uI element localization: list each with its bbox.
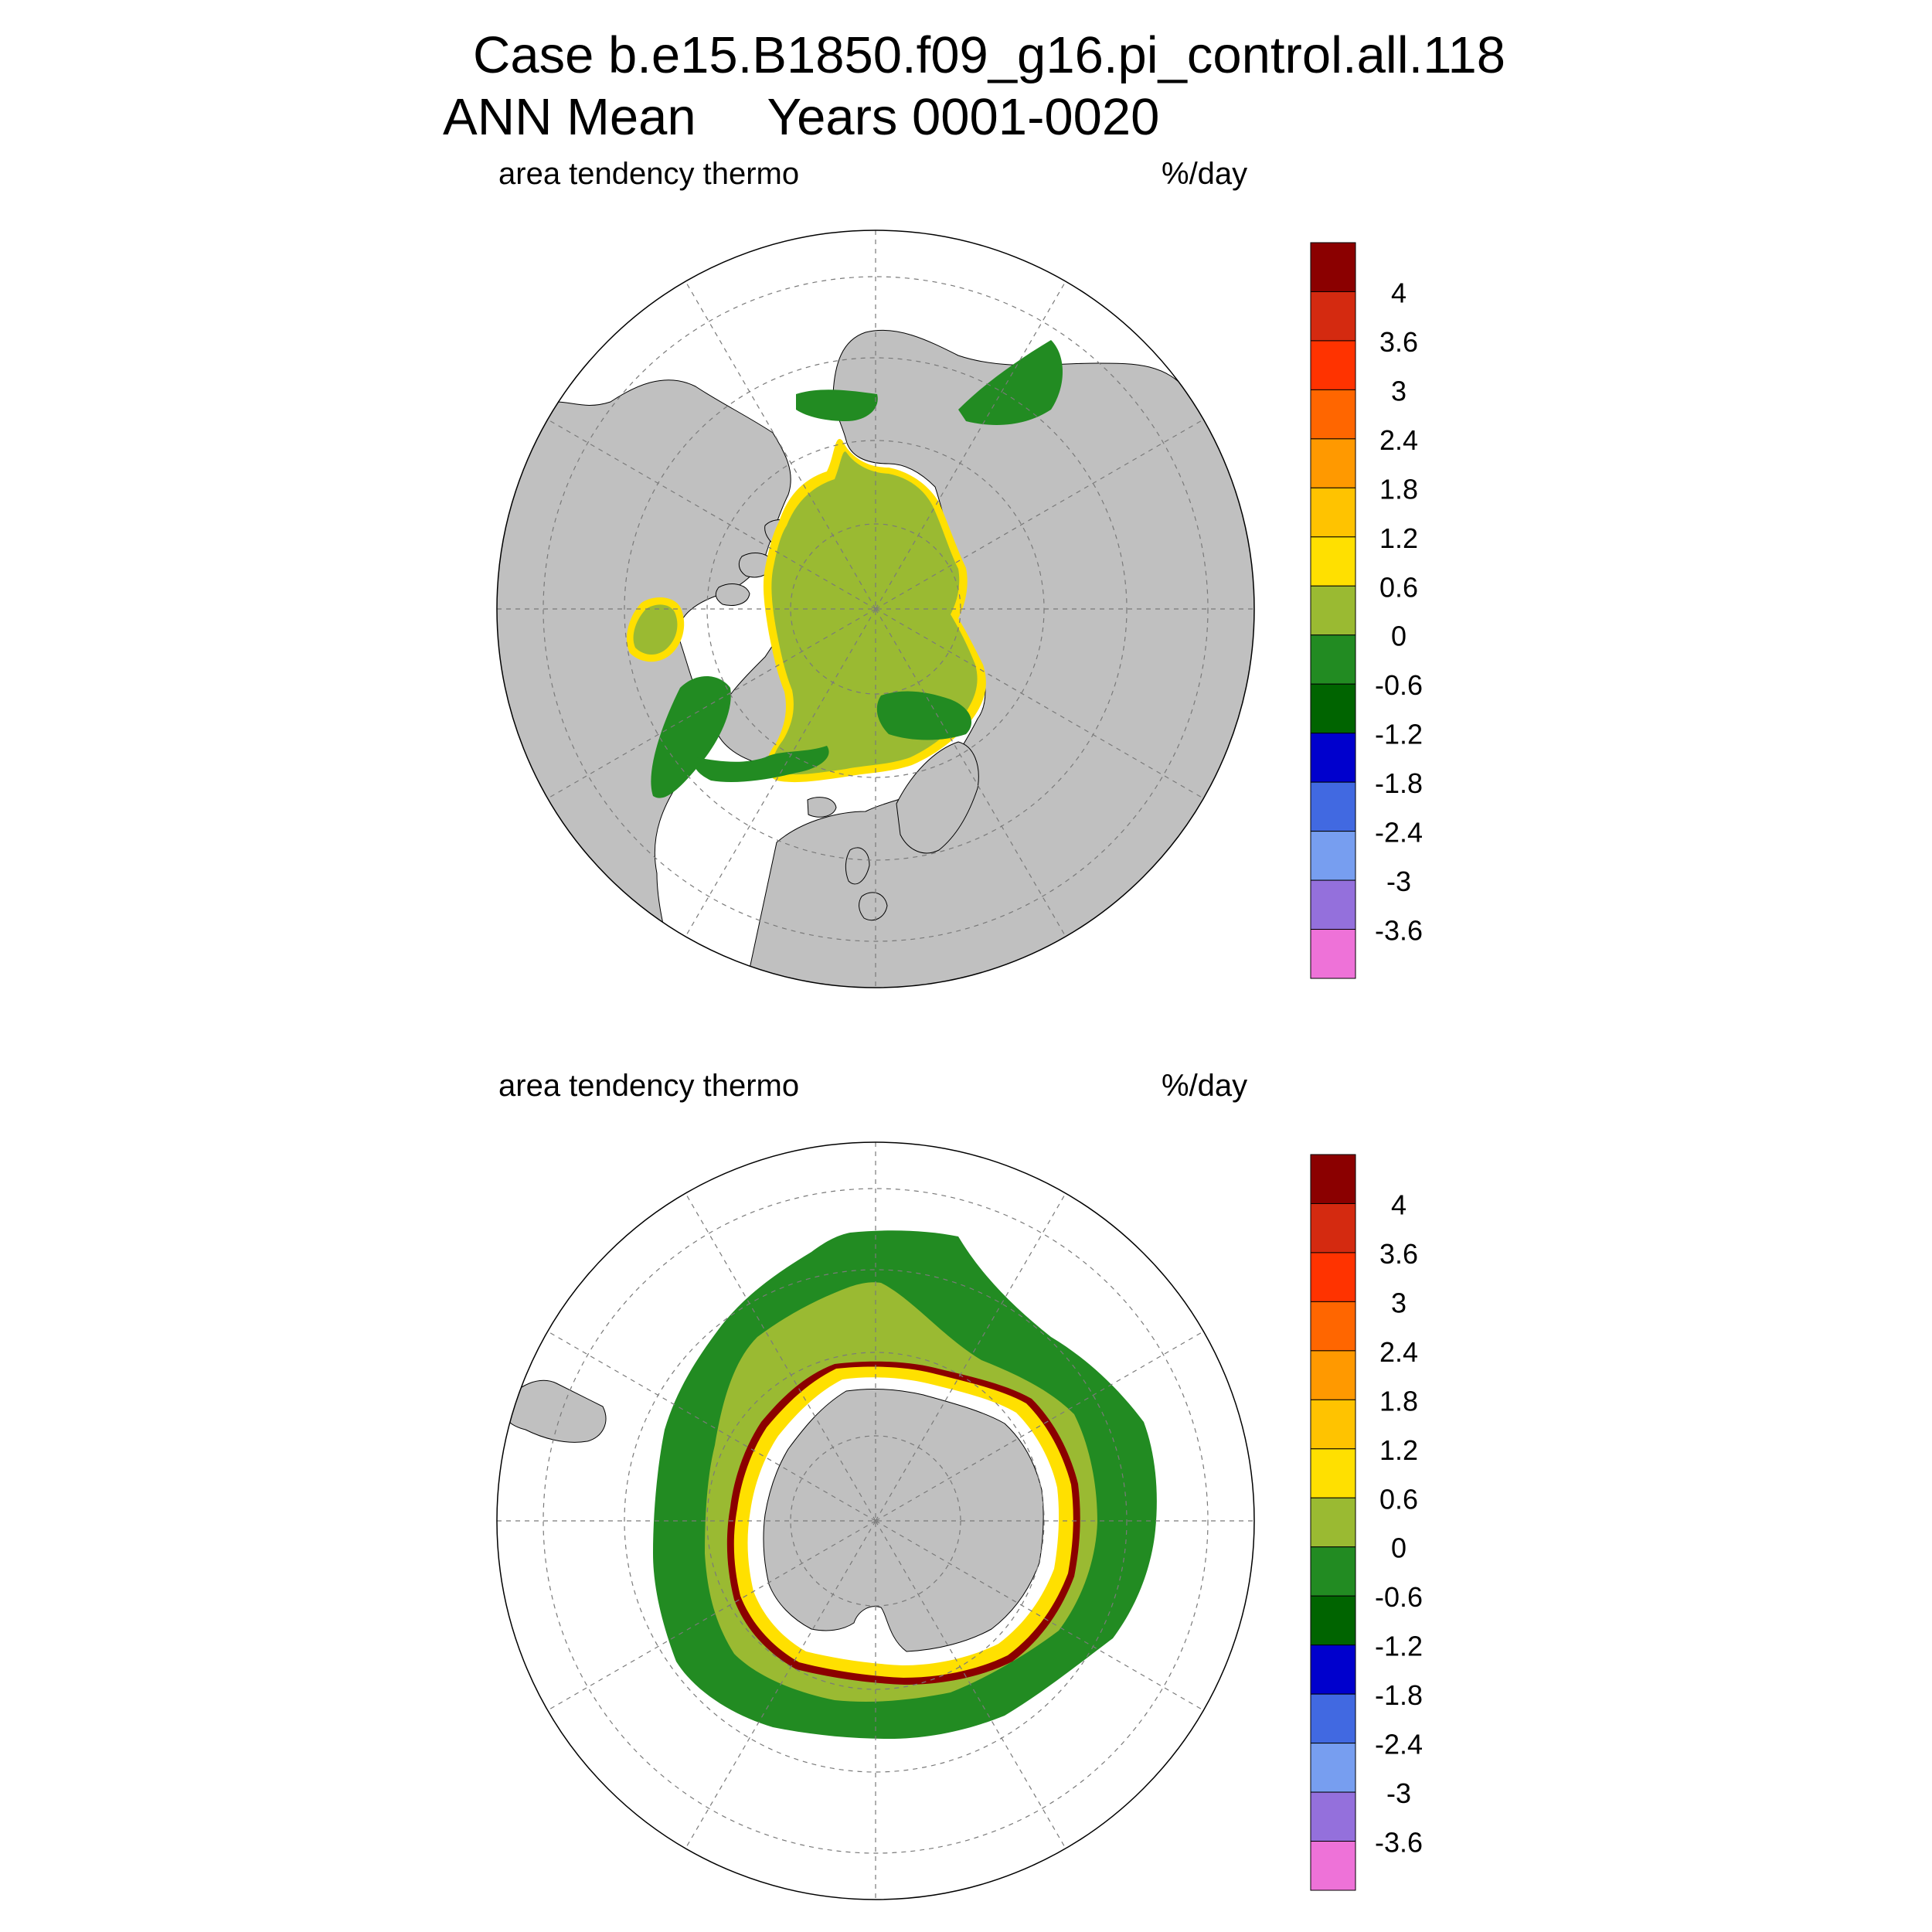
bottom-panel-units-label: %/day [1162, 1069, 1248, 1103]
south-graticule [497, 1142, 1254, 1900]
bottom-colorbar-tick-label: -3 [1386, 1777, 1411, 1809]
top-colorbar-box [1310, 831, 1356, 881]
bottom-colorbar: 4 3.6 3 2.4 1.8 1.2 0.6 0 -0.6 -1.2 -1.8 -2.4 -3 -3.6 [1310, 1154, 1423, 1891]
top-colorbar-box [1310, 389, 1356, 440]
top-colorbar-tick-label: -2.4 [1375, 817, 1423, 849]
bottom-colorbar-box [1310, 1301, 1356, 1352]
bottom-colorbar-box [1310, 1645, 1356, 1695]
top-colorbar-tick-label: -3 [1386, 866, 1411, 897]
bottom-colorbar-tick-label: 3 [1391, 1287, 1406, 1318]
bottom-colorbar-box [1310, 1252, 1356, 1302]
bottom-colorbar-tick-label: -3.6 [1375, 1827, 1423, 1859]
top-colorbar-tick-label: -3.6 [1375, 915, 1423, 947]
bottom-colorbar-tick-label: 3.6 [1379, 1238, 1418, 1270]
bottom-colorbar-box [1310, 1202, 1356, 1253]
bottom-colorbar-box [1310, 1154, 1356, 1204]
top-colorbar-tick-label: -1.8 [1375, 767, 1423, 799]
bottom-colorbar-tick-label: 2.4 [1379, 1336, 1418, 1368]
bottom-colorbar-box [1310, 1448, 1356, 1498]
top-colorbar-box [1310, 487, 1356, 538]
bottom-colorbar-tick-label: -1.8 [1375, 1679, 1423, 1711]
top-colorbar-tick-label: 0.6 [1379, 571, 1418, 603]
top-colorbar-box [1310, 536, 1356, 587]
top-colorbar-tick-label: 3 [1391, 375, 1406, 406]
top-colorbar-tick-label: 1.8 [1379, 473, 1418, 505]
top-colorbar-box [1310, 683, 1356, 734]
figure-title-line-2: ANN Mean Years 0001-0020 [443, 88, 1160, 146]
bottom-colorbar-box [1310, 1743, 1356, 1793]
bottom-colorbar-box [1310, 1791, 1356, 1842]
bottom-colorbar-box [1310, 1350, 1356, 1400]
top-colorbar-box [1310, 733, 1356, 783]
top-colorbar-box [1310, 438, 1356, 488]
bottom-colorbar-tick-label: -0.6 [1375, 1581, 1423, 1613]
bottom-colorbar-tick-label: -1.2 [1375, 1631, 1423, 1662]
bottom-colorbar-box [1310, 1841, 1356, 1891]
top-colorbar-tick-label: 0 [1391, 621, 1406, 652]
top-colorbar-tick-label: -0.6 [1375, 669, 1423, 701]
south-polar-map [496, 1141, 1255, 1900]
bottom-panel-variable-label: area tendency thermo [498, 1069, 800, 1103]
top-colorbar-box [1310, 242, 1356, 292]
bottom-colorbar-box [1310, 1546, 1356, 1597]
top-colorbar-box [1310, 781, 1356, 832]
top-panel-units-label: %/day [1162, 157, 1248, 191]
figure-title-line-1: Case b.e15.B1850.f09_g16.pi_control.all.… [473, 26, 1506, 84]
top-colorbar-tick-label: 1.2 [1379, 522, 1418, 554]
bottom-colorbar-box [1310, 1693, 1356, 1744]
north-graticule [497, 230, 1254, 988]
top-colorbar-box [1310, 634, 1356, 685]
bottom-colorbar-tick-label: 4 [1391, 1189, 1406, 1220]
bottom-colorbar-tick-label: 1.2 [1379, 1434, 1418, 1466]
top-colorbar-box [1310, 879, 1356, 930]
north-polar-map [496, 230, 1255, 988]
bottom-colorbar-box [1310, 1497, 1356, 1548]
top-colorbar-box [1310, 585, 1356, 636]
top-colorbar-box [1310, 340, 1356, 390]
bottom-colorbar-tick-label: 0.6 [1379, 1483, 1418, 1515]
top-colorbar-tick-label: 3.6 [1379, 326, 1418, 358]
bottom-colorbar-tick-label: -2.4 [1375, 1729, 1423, 1760]
bottom-colorbar-tick-label: 1.8 [1379, 1385, 1418, 1417]
bottom-colorbar-box [1310, 1595, 1356, 1646]
top-colorbar-tick-label: 2.4 [1379, 424, 1418, 456]
south-america-tip [502, 1379, 607, 1443]
top-colorbar: 4 3.6 3 2.4 1.8 1.2 0.6 0 -0.6 -1.2 -1.8 -2.4 -3 -3.6 [1310, 242, 1423, 979]
top-colorbar-tick-label: -1.2 [1375, 719, 1423, 750]
bottom-colorbar-tick-label: 0 [1391, 1532, 1406, 1564]
top-panel-variable-label: area tendency thermo [498, 157, 800, 191]
top-colorbar-tick-label: 4 [1391, 277, 1406, 308]
top-colorbar-box [1310, 929, 1356, 979]
bottom-colorbar-box [1310, 1399, 1356, 1450]
top-colorbar-box [1310, 291, 1356, 342]
south-antarctica [763, 1389, 1044, 1652]
